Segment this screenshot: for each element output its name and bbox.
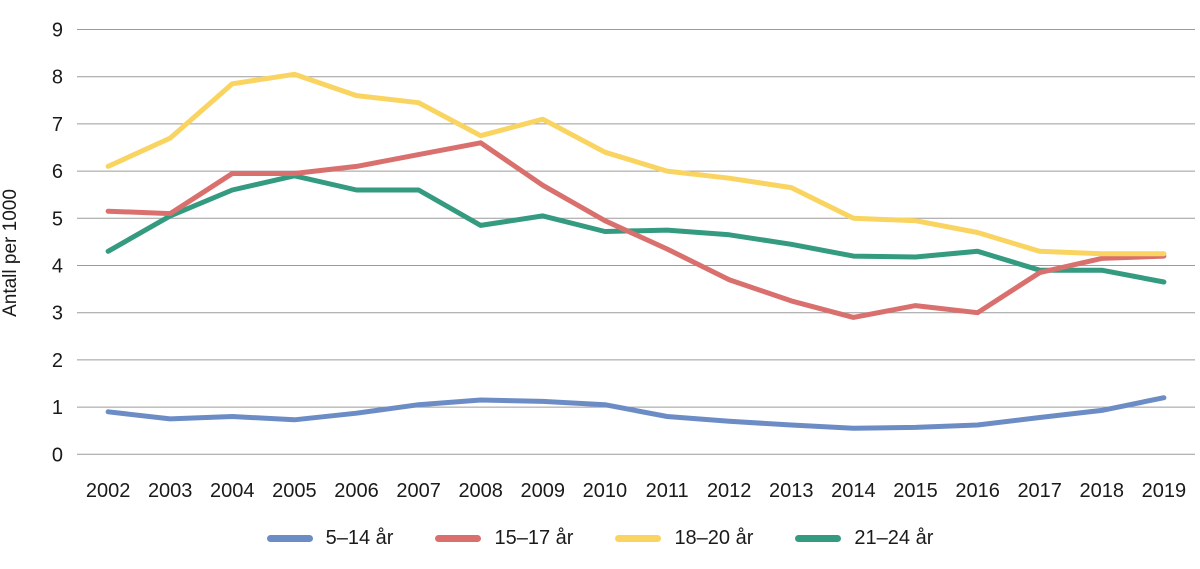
- legend-label: 21–24 år: [854, 526, 934, 549]
- y-axis-ticks-group: 0 1 2 3 4 5 6 7 8 9: [52, 20, 63, 467]
- chart-line-18-20-år: [105, 71, 1167, 257]
- legend-swatch: [435, 534, 482, 542]
- x-axis-year-label: 2009: [521, 480, 566, 502]
- x-axis-year-label: 2016: [955, 480, 1000, 502]
- x-axis-year-label: 2005: [272, 480, 317, 502]
- chart-line-21-24-år: [105, 173, 1167, 285]
- y-axis-tick-label: 6: [52, 161, 63, 183]
- x-axis-year-label: 2007: [396, 480, 441, 502]
- x-axis-ticks-group: 2002 2003 2004 2005 2006 2007 2008 2009 2010 2011…: [86, 480, 1186, 502]
- y-axis-tick-label: 9: [52, 20, 63, 42]
- series-group: [105, 71, 1167, 431]
- x-axis-year-label: 2018: [1080, 480, 1125, 502]
- chart-line-15-17-år: [105, 140, 1167, 320]
- x-axis-year-label: 2004: [210, 480, 255, 502]
- x-axis-year-label: 2008: [458, 480, 503, 502]
- y-axis-tick-label: 8: [52, 67, 63, 89]
- y-axis-title: Antall per 1000: [0, 189, 21, 317]
- y-axis-tick-label: 1: [52, 397, 63, 419]
- y-axis-tick-label: 4: [52, 256, 63, 278]
- legend-item-15-17-år: 15–17 år: [435, 527, 573, 550]
- x-axis-year-label: 2006: [334, 480, 379, 502]
- legend-swatch: [615, 534, 662, 542]
- legend-label: 5–14 år: [325, 526, 394, 549]
- x-axis-year-label: 2014: [831, 480, 876, 502]
- x-axis-year-label: 2013: [769, 480, 814, 502]
- chart-legend: 5–14 år 15–17 år 18–20 år 21–24 år: [0, 522, 1200, 554]
- legend-label: 15–17 år: [494, 526, 574, 549]
- y-axis-tick-label: 3: [52, 303, 63, 325]
- legend-item-18-20-år: 18–20 år: [615, 527, 753, 550]
- legend-item-5-14-år: 5–14 år: [266, 526, 394, 550]
- legend-label: 18–20 år: [674, 526, 754, 549]
- y-axis-tick-label: 5: [52, 208, 63, 230]
- legend-swatch: [266, 534, 313, 542]
- x-axis-year-label: 2012: [707, 480, 752, 502]
- x-axis-year-label: 2011: [646, 480, 689, 502]
- y-axis-tick-label: 0: [52, 444, 63, 466]
- x-axis-year-label: 2010: [583, 480, 628, 502]
- x-axis-year-label: 2002: [86, 480, 131, 502]
- y-axis-tick-label: 7: [52, 114, 63, 136]
- x-axis-year-label: 2003: [148, 480, 193, 502]
- x-axis-year-label: 2015: [893, 480, 938, 502]
- legend-item-21-24-år: 21–24 år: [795, 527, 933, 550]
- x-axis-year-label: 2017: [1017, 480, 1062, 502]
- legend-swatch: [795, 534, 842, 542]
- chart-line-5-14-år: [105, 395, 1167, 431]
- x-axis-year-label: 2019: [1142, 480, 1187, 502]
- y-axis-tick-label: 2: [52, 350, 63, 372]
- grid-group: [77, 29, 1195, 455]
